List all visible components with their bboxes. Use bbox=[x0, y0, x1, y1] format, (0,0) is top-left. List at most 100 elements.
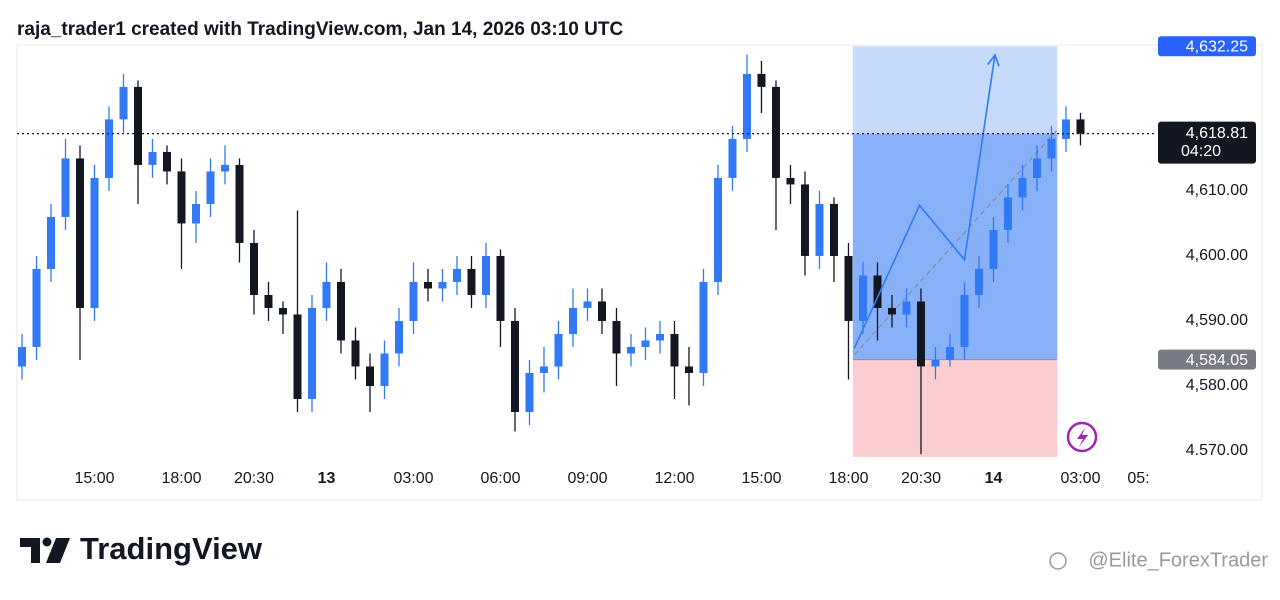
candle-body bbox=[786, 177, 795, 185]
candle-body bbox=[699, 281, 708, 373]
candle-body bbox=[525, 372, 534, 412]
candle-body bbox=[1003, 197, 1012, 230]
candle-body bbox=[510, 320, 519, 412]
candle-body bbox=[76, 158, 85, 308]
candle-body bbox=[380, 353, 389, 386]
target-label: 4,632.25 bbox=[1186, 38, 1248, 55]
x-tick-label: 20:30 bbox=[234, 470, 274, 487]
alert-bolt bbox=[1077, 428, 1088, 447]
candle-body bbox=[249, 242, 258, 295]
candle-body bbox=[47, 216, 56, 269]
candle-body bbox=[264, 294, 273, 308]
x-tick-label: 05: bbox=[1127, 470, 1149, 487]
candle-body bbox=[655, 333, 664, 341]
countdown-label: 04:20 bbox=[1181, 143, 1221, 160]
candle-body bbox=[757, 73, 766, 87]
tv-logo bbox=[20, 537, 70, 563]
candle-body bbox=[728, 138, 737, 178]
candle-body bbox=[887, 307, 896, 315]
candle-body bbox=[858, 275, 867, 321]
candle-body bbox=[641, 340, 650, 347]
candle-body bbox=[18, 346, 27, 367]
candle-body bbox=[452, 268, 461, 282]
x-tick-label: 13 bbox=[318, 470, 336, 487]
candle-body bbox=[365, 366, 374, 386]
last-price-label: 4,618.81 bbox=[1186, 125, 1248, 142]
candle-body bbox=[626, 346, 635, 354]
x-tick-label: 15:00 bbox=[74, 470, 114, 487]
candle-body bbox=[133, 86, 142, 165]
candle-body bbox=[394, 320, 403, 354]
x-tick-label: 14 bbox=[985, 470, 1003, 487]
chart-frame bbox=[16, 44, 1263, 501]
x-tick-label: 09:00 bbox=[567, 470, 607, 487]
last-price-tag bbox=[1158, 121, 1256, 164]
candle-body bbox=[191, 203, 200, 224]
alert-icon[interactable] bbox=[1066, 421, 1098, 453]
x-tick-label: 20:30 bbox=[901, 470, 941, 487]
open-profit-zone bbox=[852, 133, 1058, 360]
logo-part bbox=[42, 537, 52, 547]
x-tick-label: 03:00 bbox=[393, 470, 433, 487]
x-tick-label: 15:00 bbox=[741, 470, 781, 487]
candle-body bbox=[119, 86, 128, 120]
candle-body bbox=[1076, 119, 1085, 134]
x-tick-label: 06:00 bbox=[480, 470, 520, 487]
y-tick-label: 4,610.00 bbox=[1186, 182, 1248, 199]
x-tick-label: 18:00 bbox=[161, 470, 201, 487]
x-tick-label: 18:00 bbox=[828, 470, 868, 487]
candle-body bbox=[829, 203, 838, 256]
candle-body bbox=[1061, 119, 1070, 139]
candle-body bbox=[597, 301, 606, 321]
candle-body bbox=[539, 366, 548, 373]
logo-part bbox=[20, 538, 40, 563]
y-tick-label: 4,580.00 bbox=[1186, 377, 1248, 394]
candle-body bbox=[481, 255, 490, 295]
candle-body bbox=[974, 268, 983, 295]
candle-body bbox=[713, 177, 722, 282]
candle-body bbox=[931, 359, 940, 367]
candle-body bbox=[293, 314, 302, 399]
candle-body bbox=[1032, 158, 1041, 178]
candle-body bbox=[960, 294, 969, 347]
candle-body bbox=[307, 307, 316, 399]
candle-body bbox=[162, 151, 171, 172]
candle-body bbox=[612, 320, 621, 354]
candle-body bbox=[916, 301, 925, 367]
candle-body bbox=[945, 346, 954, 360]
y-tick-label: 4.570.00 bbox=[1186, 442, 1248, 459]
candle-body bbox=[61, 158, 70, 217]
candle-body bbox=[568, 307, 577, 334]
candle-body bbox=[322, 281, 331, 308]
candle-body bbox=[351, 340, 360, 367]
candle-body bbox=[771, 86, 780, 178]
candle-body bbox=[177, 171, 186, 224]
candle-body bbox=[902, 301, 911, 315]
y-tick-label: 4,600.00 bbox=[1186, 247, 1248, 264]
arrow-head bbox=[987, 53, 1000, 67]
candle-body bbox=[670, 333, 679, 367]
candle-body bbox=[1018, 177, 1027, 198]
watermark-icon bbox=[1049, 552, 1067, 570]
brand: TradingView bbox=[80, 531, 263, 566]
candle-body bbox=[90, 177, 99, 308]
candle-body bbox=[467, 268, 476, 295]
chart-title: raja_trader1 created with TradingView.co… bbox=[17, 19, 623, 40]
logo-part bbox=[46, 538, 70, 563]
stop-zone bbox=[852, 359, 1058, 457]
target-tag bbox=[1158, 36, 1256, 57]
candle-body bbox=[278, 307, 287, 315]
x-tick-label: 12:00 bbox=[654, 470, 694, 487]
candle-body bbox=[815, 203, 824, 256]
watermark: @Elite_ForexTrader bbox=[1088, 549, 1268, 571]
candle-body bbox=[800, 184, 809, 256]
projection-path bbox=[853, 54, 996, 349]
candle-body bbox=[554, 333, 563, 367]
plot-area: 15:00 18:00 20:30 13 03:00 06:00 09:00 12:00 15:… bbox=[17, 36, 1256, 487]
target-zone bbox=[852, 46, 1058, 360]
trend-line bbox=[853, 129, 1058, 356]
candle-body bbox=[873, 275, 882, 308]
entry-tag bbox=[1158, 349, 1256, 370]
